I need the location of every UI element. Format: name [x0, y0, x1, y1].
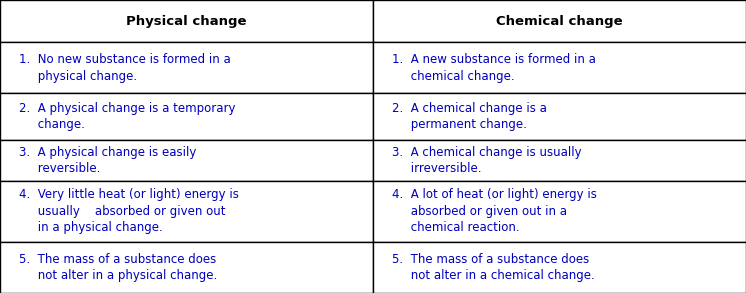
- Text: 2.  A physical change is a temporary
     change.: 2. A physical change is a temporary chan…: [19, 102, 235, 132]
- Bar: [0, 0, 373, 42]
- Bar: [0, 181, 373, 242]
- Bar: [373, 181, 746, 242]
- Text: 3.  A physical change is easily
     reversible.: 3. A physical change is easily reversibl…: [19, 146, 196, 175]
- Bar: [0, 242, 373, 293]
- Bar: [0, 42, 373, 93]
- Text: 1.  A new substance is formed in a
     chemical change.: 1. A new substance is formed in a chemic…: [392, 53, 595, 83]
- Text: 3.  A chemical change is usually
     irreversible.: 3. A chemical change is usually irrevers…: [392, 146, 581, 175]
- Text: 4.  A lot of heat (or light) energy is
     absorbed or given out in a
     chem: 4. A lot of heat (or light) energy is ab…: [392, 188, 597, 234]
- Bar: [373, 0, 746, 42]
- Bar: [373, 242, 746, 293]
- Text: 5.  The mass of a substance does
     not alter in a chemical change.: 5. The mass of a substance does not alte…: [392, 253, 595, 282]
- Bar: [0, 140, 373, 181]
- Text: Chemical change: Chemical change: [496, 15, 623, 28]
- Bar: [373, 93, 746, 140]
- Text: 5.  The mass of a substance does
     not alter in a physical change.: 5. The mass of a substance does not alte…: [19, 253, 217, 282]
- Bar: [373, 42, 746, 93]
- Bar: [373, 140, 746, 181]
- Bar: [0, 93, 373, 140]
- Text: 2.  A chemical change is a
     permanent change.: 2. A chemical change is a permanent chan…: [392, 102, 547, 132]
- Text: Physical change: Physical change: [126, 15, 247, 28]
- Text: 1.  No new substance is formed in a
     physical change.: 1. No new substance is formed in a physi…: [19, 53, 231, 83]
- Text: 4.  Very little heat (or light) energy is
     usually    absorbed or given out
: 4. Very little heat (or light) energy is…: [19, 188, 239, 234]
